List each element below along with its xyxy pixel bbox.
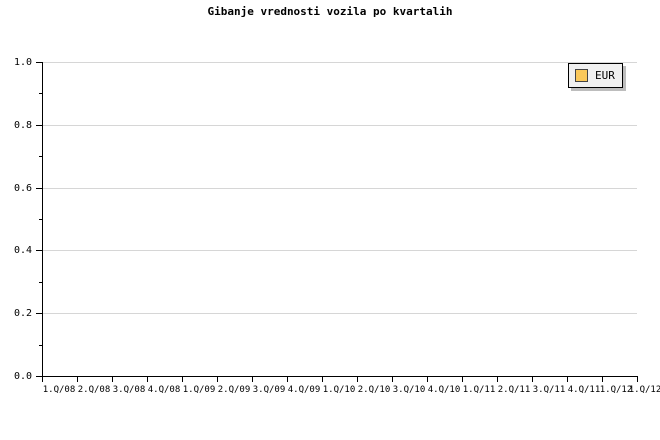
x-tick-16 xyxy=(602,376,603,382)
y-axis-label-3: 0.6 xyxy=(13,182,32,194)
x-axis-label-14: 3.Q/11 xyxy=(532,385,566,395)
x-axis-label-9: 2.Q/10 xyxy=(357,385,391,395)
x-tick-5 xyxy=(217,376,218,382)
x-axis-label-16: 1.Q/12 xyxy=(599,385,633,395)
x-tick-4 xyxy=(182,376,183,382)
y-tick-minor-0.9 xyxy=(39,93,43,95)
x-tick-8 xyxy=(322,376,323,382)
y-axis-label-5: 1.0 xyxy=(13,57,32,68)
gridline-y-0.2 xyxy=(42,313,637,315)
x-axis-label-1: 2.Q/08 xyxy=(77,385,111,395)
x-axis-label-10: 3.Q/10 xyxy=(392,385,426,395)
chart-title: Gibanje vrednosti vozila po kvartalih xyxy=(207,5,453,18)
y-axis-label-4: 0.8 xyxy=(13,119,32,131)
x-tick-13 xyxy=(497,376,498,382)
x-tick-3 xyxy=(147,376,148,382)
gridline-y-1.0 xyxy=(42,62,637,63)
x-axis-label-6: 3.Q/09 xyxy=(252,385,286,395)
x-tick-17 xyxy=(637,376,638,382)
x-tick-6 xyxy=(252,376,253,382)
x-tick-15 xyxy=(567,376,568,382)
gridline-y-0.4 xyxy=(42,250,637,252)
y-tick-minor-0.3 xyxy=(39,281,43,283)
x-axis-label-7: 4.Q/09 xyxy=(287,385,321,395)
legend-label-eur: EUR xyxy=(595,69,615,82)
legend-swatch-eur xyxy=(575,69,588,82)
x-tick-1 xyxy=(77,376,78,382)
y-tick-major-1.0 xyxy=(36,62,43,63)
x-axis-label-11: 4.Q/10 xyxy=(427,385,461,395)
y-tick-major-0.6 xyxy=(36,187,43,189)
x-tick-11 xyxy=(427,376,428,382)
x-tick-7 xyxy=(287,376,288,382)
y-tick-major-0.2 xyxy=(36,313,43,315)
x-axis-label-17: 1.Q/12 xyxy=(628,385,660,395)
gridline-y-0.6 xyxy=(42,187,637,189)
x-tick-9 xyxy=(357,376,358,382)
x-axis-label-4: 1.Q/09 xyxy=(182,385,216,395)
y-tick-major-0.0 xyxy=(36,376,43,377)
x-tick-2 xyxy=(112,376,113,382)
x-axis-label-15: 4.Q/11 xyxy=(567,385,601,395)
x-tick-14 xyxy=(532,376,533,382)
gridline-y-0.8 xyxy=(42,124,637,126)
y-tick-minor-0.7 xyxy=(39,156,43,158)
x-axis-label-0: 1.Q/08 xyxy=(42,385,76,395)
chart-legend[interactable]: EUR xyxy=(568,63,623,88)
x-tick-0 xyxy=(42,376,43,382)
y-axis-label-1: 0.2 xyxy=(13,308,32,320)
plot-area xyxy=(42,62,637,376)
y-tick-minor-0.1 xyxy=(39,344,43,346)
y-tick-major-0.4 xyxy=(36,250,43,252)
x-axis-line xyxy=(42,376,637,377)
y-tick-minor-0.5 xyxy=(39,219,43,220)
x-tick-10 xyxy=(392,376,393,382)
y-axis-label-2: 0.4 xyxy=(13,245,32,257)
x-axis-label-13: 2.Q/11 xyxy=(497,385,531,395)
x-axis-label-3: 4.Q/08 xyxy=(147,385,181,395)
x-axis-label-2: 3.Q/08 xyxy=(112,385,146,395)
y-tick-major-0.8 xyxy=(36,124,43,126)
x-tick-12 xyxy=(462,376,463,382)
x-axis-label-12: 1.Q/11 xyxy=(462,385,496,395)
x-axis-label-5: 2.Q/09 xyxy=(217,385,251,395)
y-axis-label-0: 0.0 xyxy=(13,371,32,382)
x-axis-label-8: 1.Q/10 xyxy=(322,385,356,395)
